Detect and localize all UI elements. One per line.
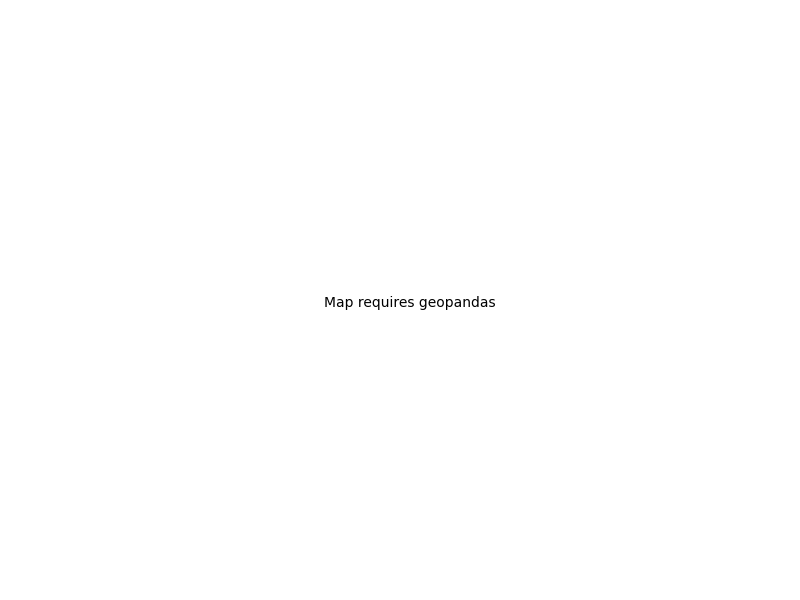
Text: Map requires geopandas: Map requires geopandas bbox=[324, 296, 496, 310]
